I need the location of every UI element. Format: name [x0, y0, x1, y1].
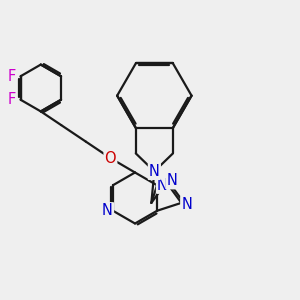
- Text: N: N: [157, 178, 168, 193]
- Text: F: F: [8, 92, 16, 107]
- Text: N: N: [181, 197, 192, 212]
- Text: F: F: [8, 69, 16, 84]
- Text: N: N: [149, 164, 160, 179]
- Text: N: N: [102, 203, 113, 218]
- Text: N: N: [166, 173, 177, 188]
- Text: O: O: [105, 151, 116, 166]
